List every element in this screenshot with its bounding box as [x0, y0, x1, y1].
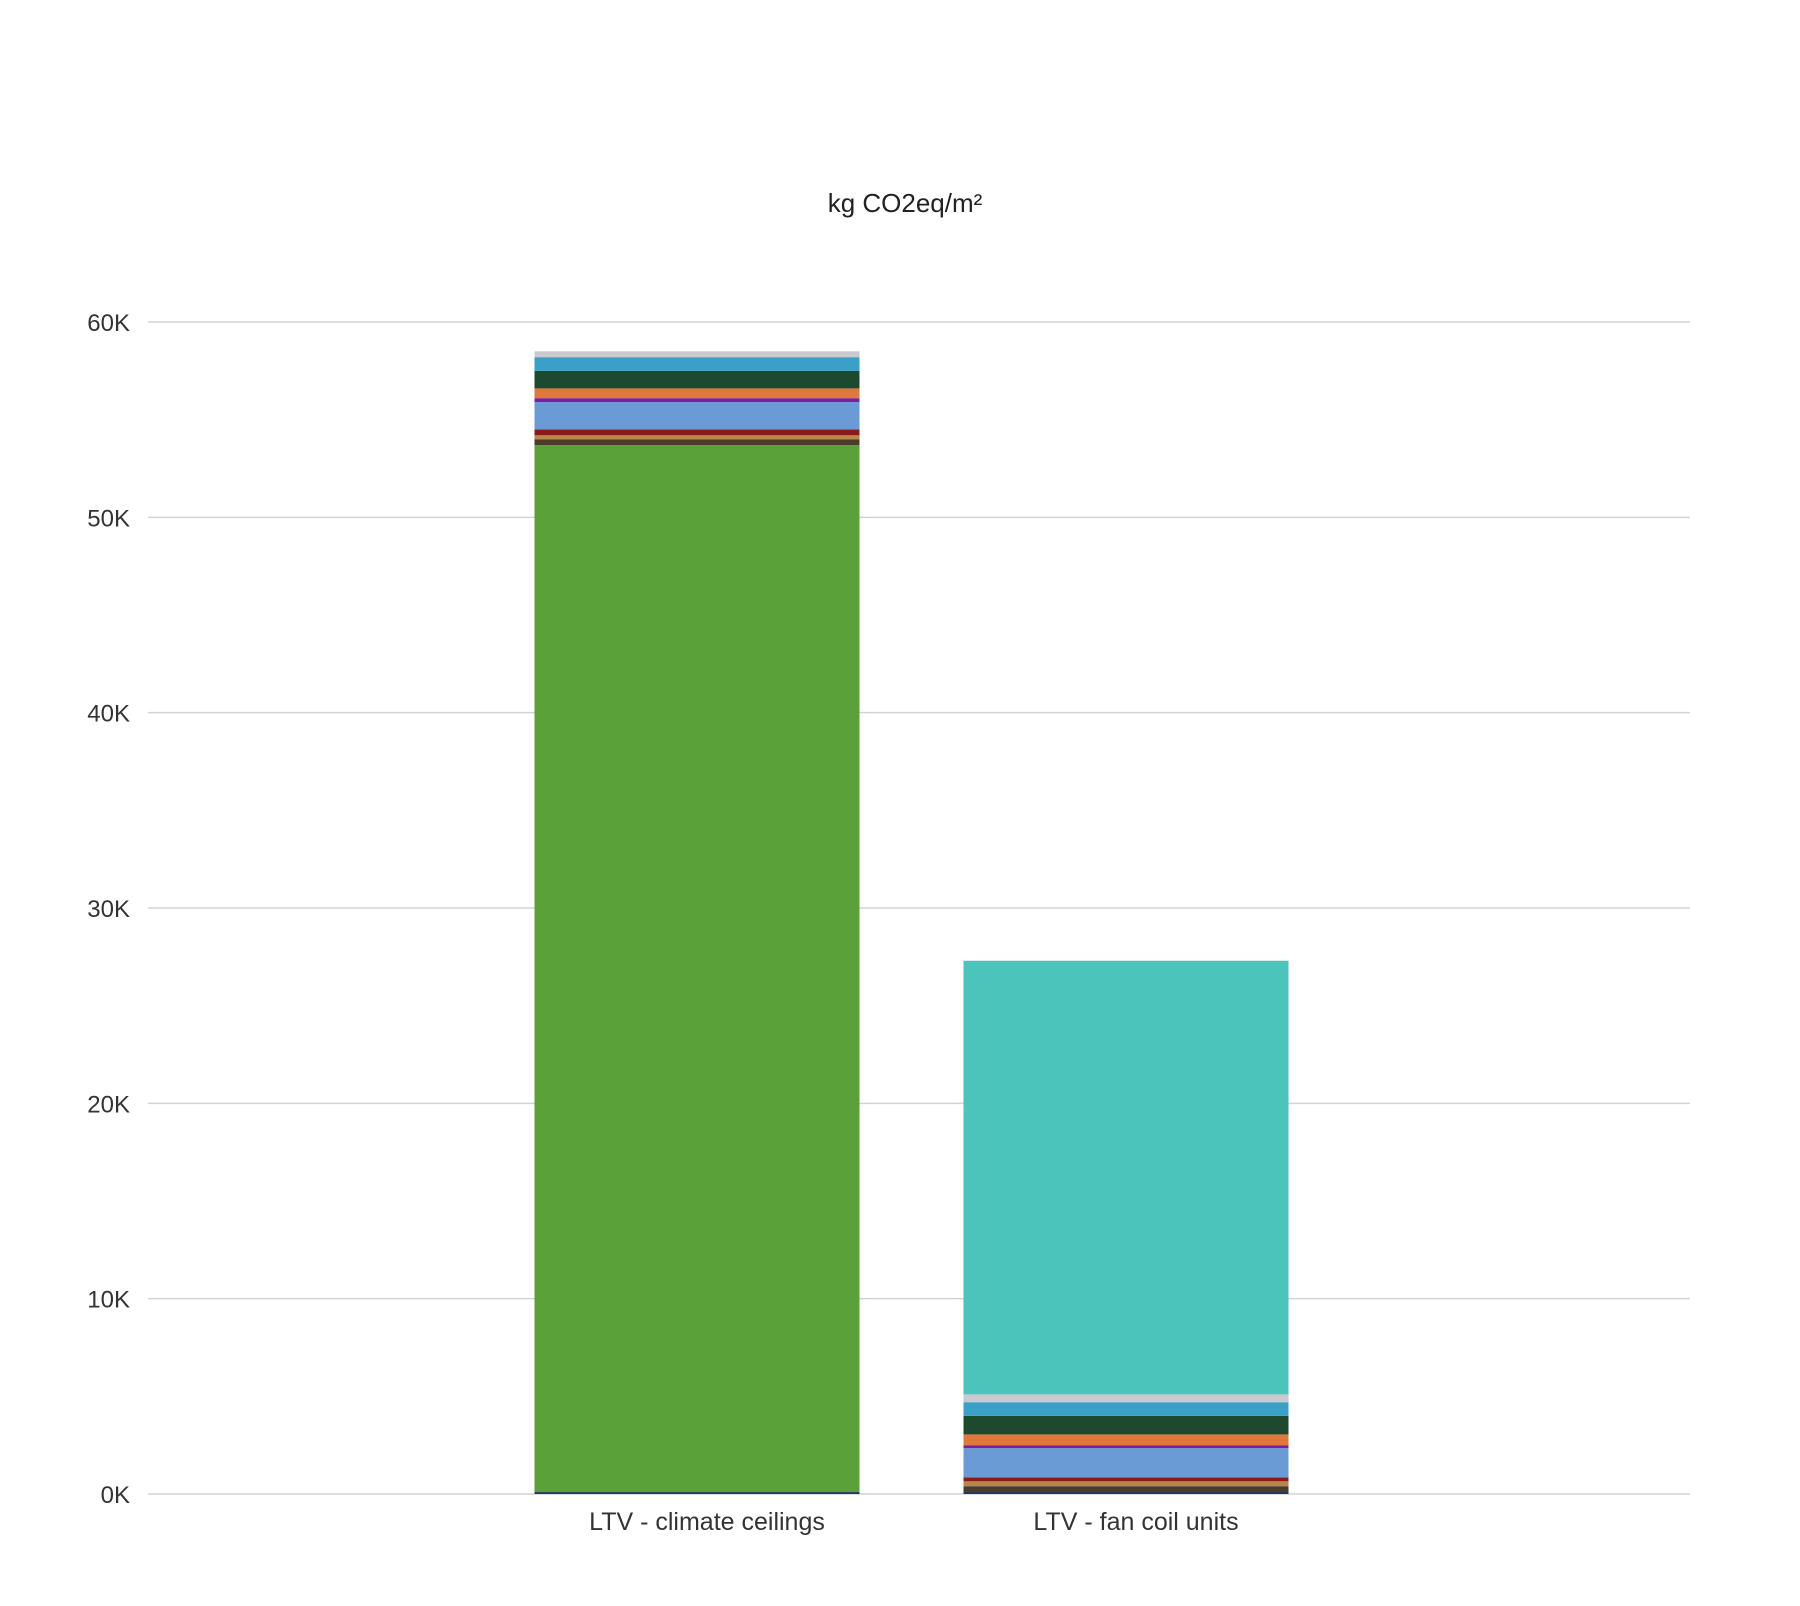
bar-segment-1-6	[963, 1445, 1289, 1449]
bar-segment-0-1	[534, 445, 860, 1493]
bar-segment-1-2	[963, 1486, 1289, 1492]
bar-segment-0-2	[534, 439, 860, 446]
bar-segment-0-7	[534, 388, 860, 399]
bar-segment-1-7	[963, 1434, 1289, 1446]
x-axis-categories: LTV - climate ceilings LTV - fan coil uni…	[589, 1508, 1238, 1536]
y-tick-label: 20K	[87, 1091, 130, 1118]
bar-segment-1-11	[963, 960, 1289, 1395]
y-tick-label: 0K	[101, 1482, 130, 1509]
y-tick-label: 50K	[87, 505, 130, 532]
chart-title: kg CO2eq/m²	[828, 188, 983, 218]
y-tick-label: 60K	[87, 310, 130, 337]
bar-segment-0-5	[534, 402, 860, 430]
bar-segment-0-9	[534, 357, 860, 371]
grid-lines	[148, 321, 1690, 1495]
y-tick-label: 40K	[87, 701, 130, 728]
bar-stack-0	[534, 351, 860, 1494]
bar-segment-1-9	[963, 1402, 1289, 1416]
bar-segment-1-10	[963, 1394, 1289, 1403]
bar-segment-0-0	[534, 1492, 860, 1494]
bar-segment-0-4	[534, 429, 860, 436]
bar-stack-1	[963, 960, 1289, 1494]
bars	[534, 351, 1289, 1494]
bar-segment-1-5	[963, 1448, 1289, 1478]
bar-segment-0-6	[534, 398, 860, 403]
bar-segment-0-8	[534, 370, 860, 389]
bar-segment-1-8	[963, 1415, 1289, 1435]
bar-segment-1-3	[963, 1481, 1289, 1487]
x-category-label: LTV - climate ceilings	[589, 1508, 825, 1536]
y-tick-label: 10K	[87, 1287, 130, 1314]
bar-segment-0-10	[534, 351, 860, 358]
bar-segment-0-3	[534, 435, 860, 440]
bar-segment-1-4	[963, 1477, 1289, 1482]
y-tick-label: 30K	[87, 896, 130, 923]
bar-segment-1-0	[963, 1491, 1289, 1494]
y-axis-ticks: 0K 10K 20K 30K 40K 50K 60K	[87, 310, 130, 1509]
x-category-label: LTV - fan coil units	[1033, 1508, 1238, 1536]
